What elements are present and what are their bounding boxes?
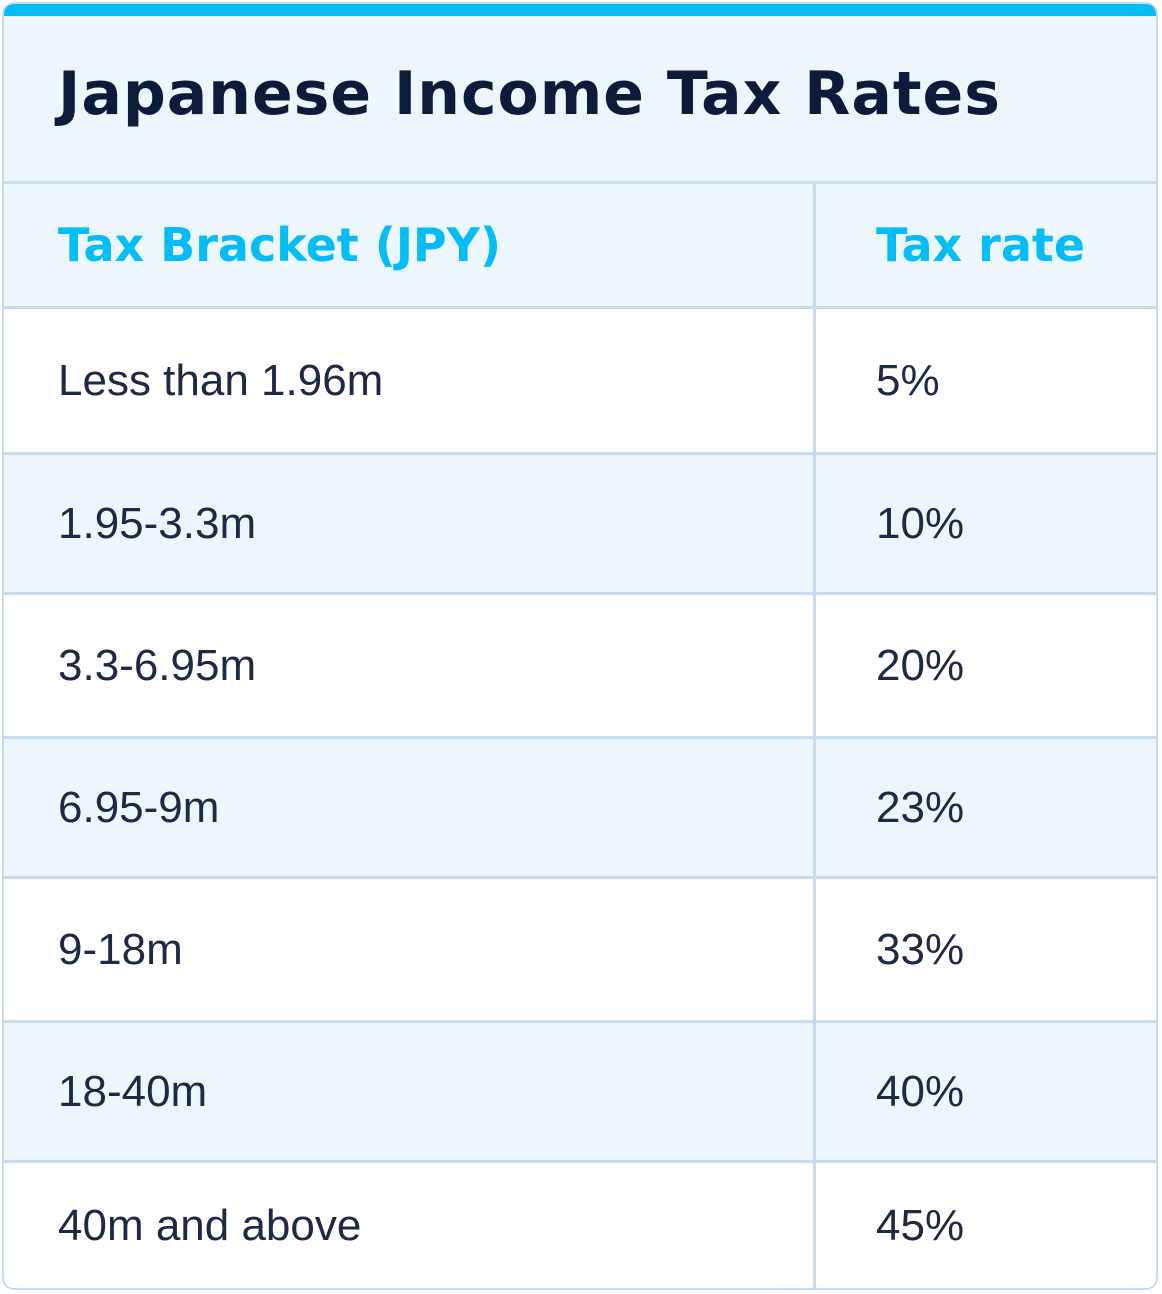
table-row: 6.95-9m 23% — [4, 737, 1156, 879]
bracket-cell: 18-40m — [4, 1021, 816, 1163]
bracket-cell: Less than 1.96m — [4, 307, 816, 455]
table-row: 9-18m 33% — [4, 877, 1156, 1023]
bracket-cell: 3.3-6.95m — [4, 593, 816, 739]
title-row: Japanese Income Tax Rates — [4, 16, 1156, 184]
tax-table: Tax Bracket (JPY) Tax rate Less than 1.9… — [4, 184, 1156, 1288]
table-row: 40m and above 45% — [4, 1161, 1156, 1288]
table-row: 3.3-6.95m 20% — [4, 593, 1156, 739]
rate-cell: 10% — [814, 453, 1156, 595]
bracket-cell: 6.95-9m — [4, 737, 816, 879]
table-row: Less than 1.96m 5% — [4, 307, 1156, 455]
rate-cell: 33% — [814, 877, 1156, 1023]
table-row: 1.95-3.3m 10% — [4, 453, 1156, 595]
rate-cell: 5% — [814, 307, 1156, 455]
page-title: Japanese Income Tax Rates — [58, 58, 1001, 129]
rate-cell: 20% — [814, 593, 1156, 739]
header-row: Tax Bracket (JPY) Tax rate — [4, 184, 1156, 309]
rate-cell: 40% — [814, 1021, 1156, 1163]
table-row: 18-40m 40% — [4, 1021, 1156, 1163]
header-tax-rate: Tax rate — [814, 184, 1156, 309]
rate-cell: 45% — [814, 1161, 1156, 1288]
rate-cell: 23% — [814, 737, 1156, 879]
header-tax-bracket: Tax Bracket (JPY) — [4, 184, 816, 309]
accent-bar — [4, 4, 1156, 16]
bracket-cell: 9-18m — [4, 877, 816, 1023]
bracket-cell: 40m and above — [4, 1161, 816, 1288]
bracket-cell: 1.95-3.3m — [4, 453, 816, 595]
